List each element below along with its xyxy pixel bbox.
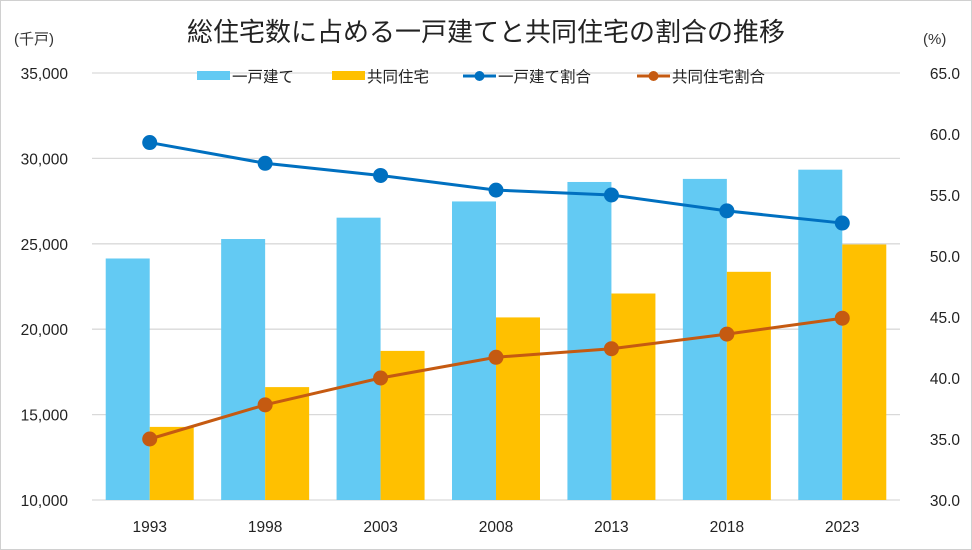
point-detached-share: [719, 203, 735, 219]
bar-apartment: [726, 271, 771, 500]
bar-detached: [567, 181, 612, 500]
point-detached-share: [834, 215, 850, 231]
right-tick-label: 45.0: [930, 310, 961, 327]
right-tick-label: 30.0: [930, 493, 961, 510]
left-tick-label: 10,000: [21, 493, 69, 510]
right-tick-label: 60.0: [930, 127, 961, 144]
bar-detached: [105, 258, 150, 500]
legend-label: 一戸建て: [232, 68, 294, 86]
left-tick-label: 35,000: [21, 66, 69, 83]
right-tick-label: 35.0: [930, 432, 961, 449]
legend-swatch: [332, 71, 365, 80]
x-tick-label: 1993: [132, 519, 166, 536]
lines: [142, 135, 850, 447]
left-tick-label: 15,000: [21, 408, 69, 425]
bars: [105, 169, 887, 501]
point-detached-share: [142, 135, 158, 151]
legend-swatch: [197, 71, 230, 80]
x-tick-label: 1998: [248, 519, 282, 536]
legend: 一戸建て 共同住宅 一戸建て割合 共同住宅割合: [197, 68, 766, 86]
x-tick-label: 2018: [710, 519, 744, 536]
point-apartment-share: [488, 349, 504, 365]
point-apartment-share: [257, 397, 273, 413]
bar-apartment: [611, 293, 656, 500]
legend-label: 一戸建て割合: [498, 68, 592, 86]
right-axis-ticks: 30.0 35.0 40.0 45.0 50.0 55.0 60.0 65.0: [930, 66, 961, 510]
left-axis-ticks: 10,000 15,000 20,000 25,000 30,000 35,000: [21, 66, 69, 510]
x-axis-ticks: 1993 1998 2003 2008 2013 2018 2023: [132, 519, 859, 536]
right-tick-label: 65.0: [930, 66, 961, 83]
point-apartment-share: [373, 370, 389, 386]
left-tick-label: 20,000: [21, 322, 69, 339]
chart-title: 総住宅数に占める一戸建てと共同住宅の割合の推移: [187, 17, 785, 47]
right-tick-label: 55.0: [930, 188, 961, 205]
x-tick-label: 2008: [479, 519, 513, 536]
legend-marker: [474, 71, 485, 81]
point-detached-share: [603, 187, 619, 203]
right-tick-label: 50.0: [930, 249, 961, 266]
bar-detached: [798, 169, 843, 501]
point-detached-share: [257, 155, 273, 171]
legend-label: 共同住宅割合: [672, 68, 766, 86]
bar-detached: [221, 239, 266, 501]
left-tick-label: 25,000: [21, 237, 69, 254]
bar-apartment: [496, 317, 540, 500]
x-tick-label: 2003: [363, 519, 397, 536]
right-tick-label: 40.0: [930, 371, 961, 388]
point-apartment-share: [142, 431, 158, 447]
point-apartment-share: [719, 326, 735, 342]
point-apartment-share: [603, 341, 619, 357]
x-tick-label: 2013: [594, 519, 628, 536]
bar-apartment: [842, 244, 887, 500]
point-apartment-share: [834, 310, 850, 326]
x-tick-label: 2023: [825, 519, 859, 536]
legend-marker: [648, 71, 659, 81]
point-detached-share: [488, 182, 504, 198]
bar-detached: [336, 217, 381, 500]
left-axis-unit: (千戸): [14, 31, 54, 48]
point-detached-share: [373, 167, 389, 183]
left-tick-label: 30,000: [21, 151, 69, 168]
bar-detached: [452, 201, 496, 501]
legend-label: 共同住宅: [367, 68, 429, 86]
right-axis-unit: (%): [923, 31, 946, 48]
